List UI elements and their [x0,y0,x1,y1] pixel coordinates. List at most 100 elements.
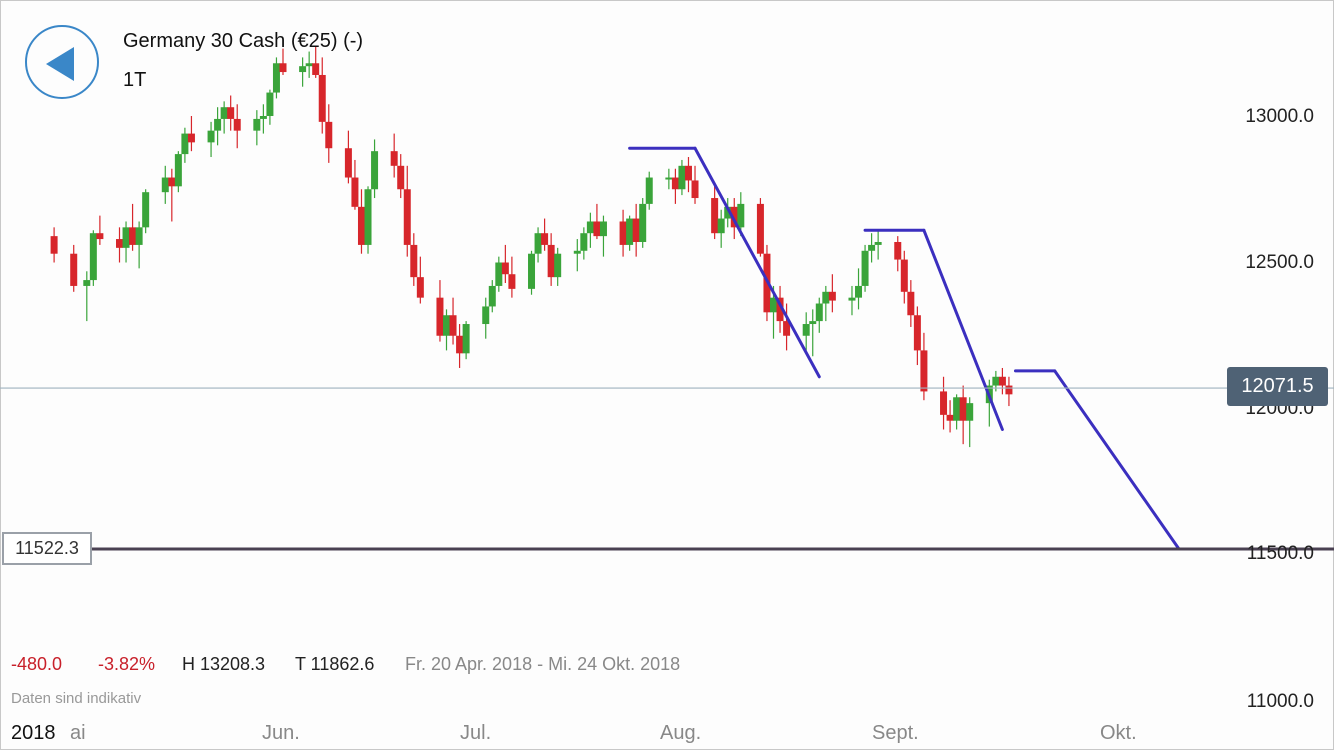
x-tick-label: Sept. [872,722,919,744]
x-tick-label: Jun. [262,722,300,744]
candle [639,198,647,248]
date-range: Fr. 20 Apr. 2018 - Mi. 24 Okt. 2018 [405,654,681,674]
candle-body [390,151,398,166]
candle [868,233,876,263]
candle [364,186,372,254]
candle [351,159,359,210]
candle-body [161,177,169,193]
candle-body [920,350,928,392]
drawn-trend-line[interactable] [922,228,1004,432]
candle [416,256,424,304]
candle [233,104,241,149]
candle [161,165,169,204]
candle [802,312,810,351]
candle [691,165,699,204]
candle [632,203,640,257]
candle [482,297,490,339]
candle-body [534,233,542,254]
candle-body [253,118,261,131]
candle-body [547,244,555,278]
candle [168,168,176,222]
candle [626,215,634,251]
candle-body [364,189,372,245]
candle [318,57,326,134]
candle [953,394,961,430]
candle [83,271,91,322]
candle-body [717,218,725,234]
candle-body [783,321,791,336]
candle [913,306,921,366]
candle [874,230,882,260]
level-price-tag[interactable]: 11522.3 [2,532,92,565]
candle-body [410,244,418,278]
candle [70,244,78,292]
candle-body [83,280,91,286]
candle [344,130,352,184]
drawn-trend-line[interactable] [693,146,821,379]
candle [253,110,261,146]
candle-body [174,154,182,187]
candle [279,48,287,75]
candle [822,285,830,322]
candle-body [861,250,869,286]
candle [50,227,58,263]
candle-body [187,133,195,143]
candle-body [371,151,379,190]
candle-body [50,236,58,254]
candle-body [848,297,856,301]
candle [861,244,869,292]
candle [456,324,464,368]
candle [495,256,503,292]
candle-body [482,306,490,325]
candle-body [214,118,222,131]
x-tick-label: Aug. [660,722,702,744]
candle [508,256,516,298]
candle [305,51,313,78]
candle-body [456,335,464,354]
ai-label: ai [70,722,86,744]
candle [619,209,627,257]
candle-body [436,297,444,336]
candle [900,250,908,304]
candle-body [233,118,241,131]
candle [717,209,725,248]
candle-body [207,130,215,143]
candle [554,247,562,286]
candle [1005,376,1013,407]
candle-body [220,107,228,119]
candle [809,309,817,357]
candle-body [266,92,274,116]
candle [920,332,928,401]
interval-label[interactable]: 1T [123,69,147,91]
candle [671,168,679,204]
candle [966,397,974,448]
candle-body [619,221,627,245]
candle [547,233,555,286]
candle-body [894,241,902,260]
candle [129,203,137,251]
candle [756,198,764,257]
candle [403,165,411,257]
candle-body [593,221,601,237]
candle-body [580,233,588,251]
candle [528,250,536,295]
candle-body [259,116,267,119]
drawn-trend-line[interactable] [1053,369,1181,551]
candle [214,107,222,146]
back-button[interactable] [25,25,99,99]
candle [207,121,215,158]
candle-body [684,165,692,181]
candle-body [586,221,594,234]
candle-body [626,218,634,245]
candle [737,192,745,237]
candles-layer [50,45,1013,448]
candle [541,218,549,251]
candle-body [70,253,78,286]
back-arrow-icon [46,47,74,81]
candle-body [802,324,810,336]
y-tick-label: 11500.0 [1246,543,1314,564]
candle-body [809,321,817,325]
candle-body [122,227,130,248]
candle-body [639,203,647,242]
